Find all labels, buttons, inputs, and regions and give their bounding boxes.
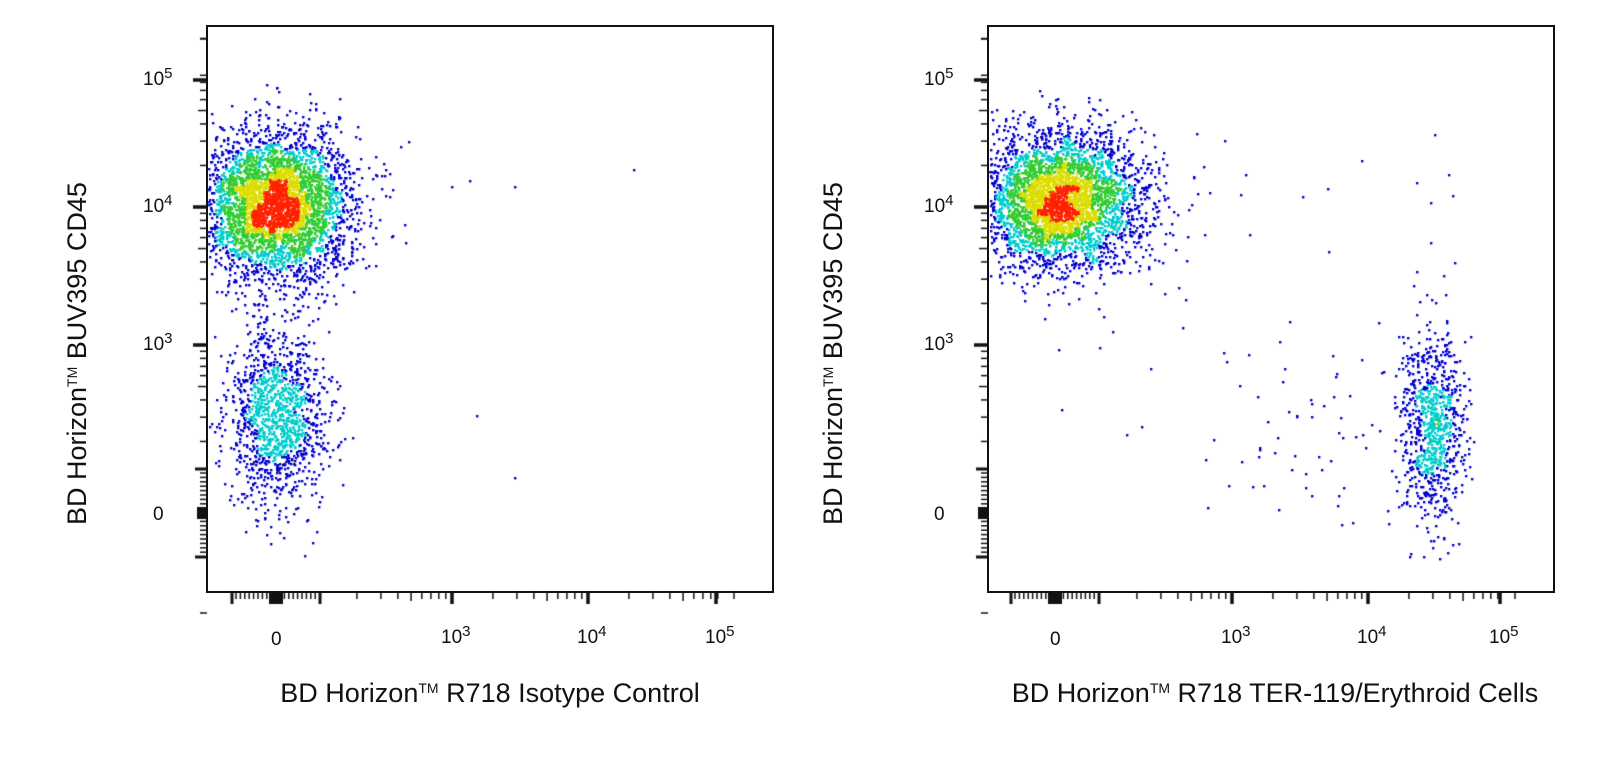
right-x-tick-0: 0: [1050, 629, 1061, 650]
right-y-tick-1e5: 105: [924, 65, 954, 90]
right-x-axis-label: BD HorizonTM R718 TER-119/Erythroid Cell…: [1011, 678, 1539, 708]
right-y-tick-1e3: 103: [924, 330, 954, 355]
right-y-tick-0: 0: [934, 504, 945, 525]
right-x-tick-1e4: 104: [1357, 623, 1387, 648]
right-y-tick-1e4: 104: [924, 192, 954, 217]
right-x-tick-1e5: 105: [1489, 623, 1519, 648]
right-x-tick-1e3: 103: [1221, 623, 1251, 648]
